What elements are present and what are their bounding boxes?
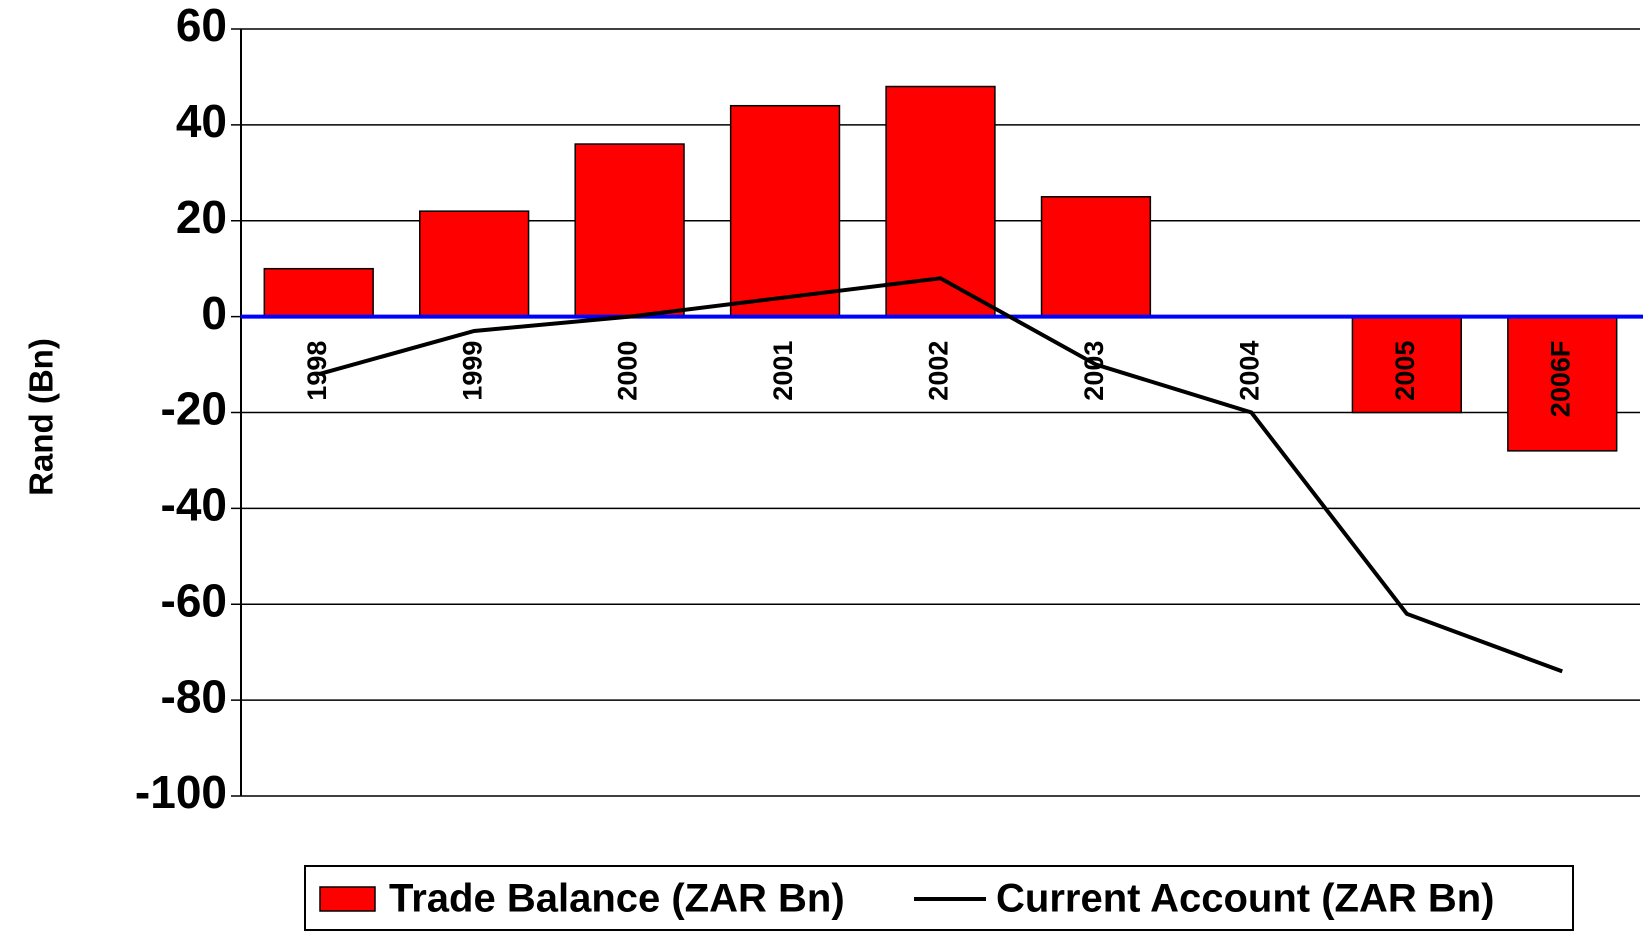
bar [1507,315,1618,452]
y-tick-label: 20 [176,191,227,243]
y-tick-label: -60 [161,574,227,626]
x-tick-label: 2004 [1235,341,1265,401]
legend-label: Trade Balance (ZAR Bn) [389,877,845,921]
bar [574,143,685,318]
bar [1351,315,1462,414]
bar [1040,196,1152,318]
legend-swatch [319,886,376,912]
y-tick-label: -100 [135,766,227,818]
x-tick-label: 2006F [1545,341,1575,418]
y-tick-label: 0 [201,287,227,339]
y-tick-label: 40 [176,95,227,147]
x-tick-label: 2003 [1079,341,1109,401]
legend-label: Current Account (ZAR Bn) [996,877,1494,921]
y-axis-label: Rand (Bn) [23,338,60,496]
bar [419,210,530,318]
y-tick-label: -20 [161,383,227,435]
line [318,276,1563,674]
y-tick-label: 60 [176,0,227,51]
x-tick-label: 2002 [924,341,954,401]
x-tick-label: 2001 [768,341,798,401]
bar [263,267,374,318]
x-tick-label: 2000 [613,341,643,401]
x-tick-label: 1999 [457,341,487,401]
y-tick-label: -80 [161,670,227,722]
y-tick-label: -40 [161,479,227,531]
x-tick-label: 2005 [1390,341,1420,401]
bar [729,104,841,318]
